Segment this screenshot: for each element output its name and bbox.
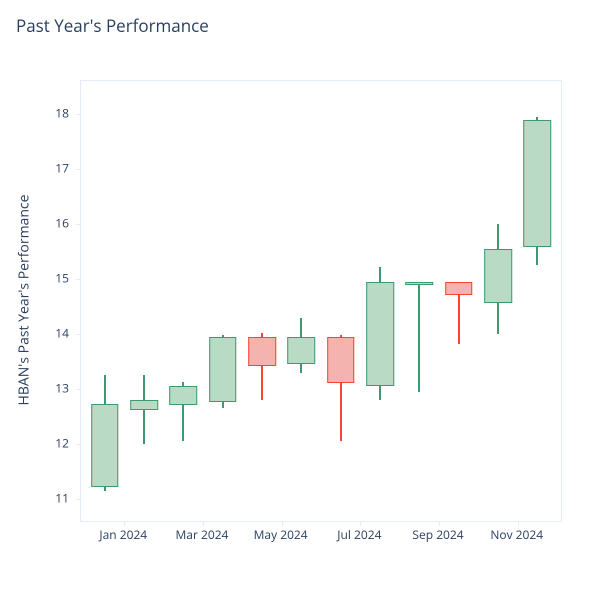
candle-body <box>484 249 512 303</box>
y-tick-label: 18 <box>55 105 75 122</box>
y-tick-mark <box>76 279 81 280</box>
y-tick-mark <box>76 334 81 335</box>
y-tick-label: 17 <box>55 160 75 177</box>
candle-body <box>406 282 434 285</box>
candle-body <box>170 386 198 405</box>
y-tick-mark <box>76 224 81 225</box>
candle-body <box>524 120 552 247</box>
y-tick-label: 15 <box>55 270 75 287</box>
candle-body <box>327 337 355 383</box>
candle-body <box>366 282 394 386</box>
candle-body <box>248 337 276 367</box>
x-tick-label: Sep 2024 <box>412 526 463 543</box>
y-tick-mark <box>76 169 81 170</box>
y-tick-label: 12 <box>55 435 75 452</box>
candle-body <box>445 282 473 295</box>
candle-body <box>209 337 237 402</box>
y-tick-label: 14 <box>55 325 75 342</box>
y-tick-mark <box>76 114 81 115</box>
candle-body <box>288 337 316 364</box>
y-tick-label: 16 <box>55 215 75 232</box>
chart-title: Past Year's Performance <box>16 14 209 37</box>
x-tick-label: May 2024 <box>254 526 308 543</box>
x-tick-label: Jan 2024 <box>99 526 147 543</box>
y-tick-mark <box>76 499 81 500</box>
candle-body <box>91 404 119 487</box>
candle-wick <box>418 282 420 392</box>
x-tick-label: Nov 2024 <box>490 526 543 543</box>
candle-body <box>130 400 158 410</box>
candlestick-chart: Past Year's Performance HBAN's Past Year… <box>0 0 600 600</box>
y-tick-label: 13 <box>55 380 75 397</box>
y-tick-mark <box>76 389 81 390</box>
plot-area <box>80 80 562 522</box>
x-tick-label: Jul 2024 <box>337 526 381 543</box>
y-axis-label: HBAN's Past Year's Performance <box>15 195 34 406</box>
y-tick-mark <box>76 444 81 445</box>
x-tick-label: Mar 2024 <box>175 526 228 543</box>
y-tick-label: 11 <box>55 490 75 507</box>
